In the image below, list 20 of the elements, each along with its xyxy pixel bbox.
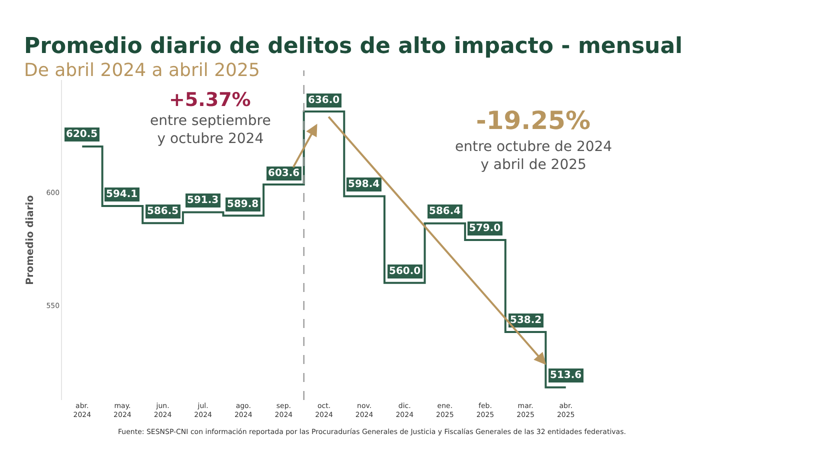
annotation: +5.37%	[169, 89, 251, 111]
annotation: entre septiembre y octubre 2024	[150, 113, 271, 148]
annotation: -19.25%	[476, 106, 591, 135]
data-label: 598.4	[348, 179, 380, 190]
y-axis-title: Promedio diario	[25, 194, 36, 285]
annotation: entre octubre de 2024 y abril de 2025	[455, 139, 612, 174]
data-label: 586.5	[147, 206, 179, 217]
data-label: 594.1	[106, 189, 138, 200]
data-label: 589.8	[227, 199, 259, 210]
data-label: 538.2	[510, 315, 542, 326]
data-label: 513.6	[550, 370, 582, 381]
data-label: 579.0	[469, 223, 501, 234]
data-label: 560.0	[389, 266, 421, 277]
chart-title: Promedio diario de delitos de alto impacto - mensual	[24, 34, 683, 59]
data-label: 636.0	[308, 95, 340, 106]
data-label: 586.4	[429, 206, 461, 217]
data-label: 620.5	[66, 129, 98, 140]
chart-subtitle: De abril 2024 a abril 2025	[24, 60, 260, 81]
data-label: 591.3	[187, 195, 219, 206]
data-label: 603.6	[268, 168, 300, 179]
